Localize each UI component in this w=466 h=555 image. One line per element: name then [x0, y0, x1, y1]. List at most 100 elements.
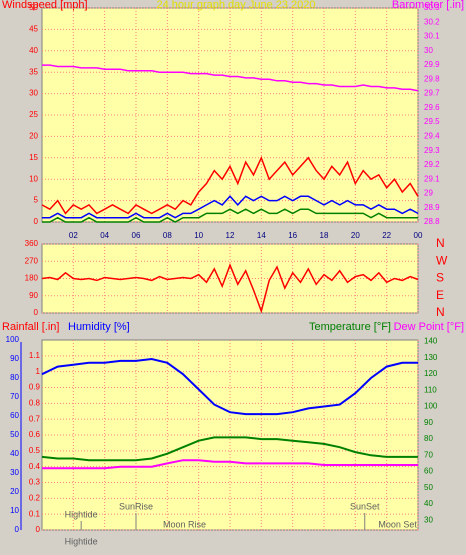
y3ticks-label: 0.4 [29, 462, 41, 471]
y2ticks-label: S [436, 271, 444, 285]
yticks-label: 10 [29, 174, 38, 183]
yticks-label: 90 [10, 354, 19, 363]
y2ticks-label: 130 [424, 353, 438, 362]
y2ticks-label: 80 [424, 434, 433, 443]
yticks-label: 45 [29, 25, 38, 34]
y2ticks-label: 29.3 [424, 146, 440, 155]
x-tick-label: 20 [351, 231, 360, 240]
series-line [42, 64, 419, 92]
y2ticks-label: W [436, 253, 448, 267]
yticks-label: 35 [29, 67, 38, 76]
yticks-label: 30 [29, 89, 38, 98]
rain-axis-label: Rainfall [.in] [2, 321, 59, 333]
yticks-label: 15 [29, 153, 38, 162]
y2ticks-label: 29.4 [424, 132, 440, 141]
chart-title: 24 hour graph day June 23 2020 [156, 0, 315, 11]
series-line [41, 263, 419, 314]
y2ticks-label: 29.5 [424, 117, 440, 126]
y2ticks-label: 28.9 [424, 203, 440, 212]
yticks-label: 10 [10, 506, 19, 515]
y2ticks-label: 29.7 [424, 89, 440, 98]
y2ticks-label: 28.8 [424, 217, 440, 226]
x-tick-label: 18 [320, 231, 329, 240]
y3ticks-label: 0.6 [29, 430, 41, 439]
yticks-label: 80 [10, 373, 19, 382]
y2ticks-label: 40 [424, 499, 433, 508]
series-line [41, 436, 418, 462]
yticks-label: 20 [10, 487, 19, 496]
barometer-axis-label: Barometer [.in] [392, 0, 464, 11]
y2ticks-label: 29.9 [424, 60, 440, 69]
y2ticks-label: 29.1 [424, 174, 440, 183]
y2ticks-label: 30 [424, 46, 433, 55]
event-label: Moon Rise [163, 519, 206, 529]
y2ticks-label: 29 [424, 189, 433, 198]
yticks-label: 40 [10, 449, 19, 458]
direction-panel [41, 243, 419, 314]
y2ticks-label: N [436, 236, 445, 250]
y2ticks-label: 30.3 [424, 3, 440, 12]
y2ticks-label: 110 [424, 385, 437, 394]
yticks-label: 50 [29, 3, 38, 12]
yticks-label: 60 [10, 411, 19, 420]
y3ticks-label: 0.2 [29, 493, 41, 502]
y2ticks-label: 140 [424, 337, 438, 346]
event-label: SunSet [350, 501, 380, 511]
y2ticks-label: 29.2 [424, 160, 440, 169]
y2ticks-label: N [436, 305, 445, 319]
x-tick-label: 22 [382, 231, 391, 240]
climate-panel [41, 339, 419, 531]
yticks-label: 360 [25, 239, 39, 248]
y2ticks-label: 30.1 [424, 32, 440, 41]
series-line [42, 195, 419, 219]
y2ticks-label: 50 [424, 483, 433, 492]
y3ticks-label: 0.3 [29, 478, 41, 487]
y2ticks-label: 29.6 [424, 103, 440, 112]
wind-axis-label: Windspeed [mph] [2, 0, 88, 11]
series-line [41, 155, 419, 215]
wind-panel [41, 7, 419, 223]
x-tick-label: 14 [257, 231, 266, 240]
y3ticks-label: 0.1 [29, 509, 41, 518]
y3ticks-label: 0.7 [29, 414, 41, 423]
y3ticks-label: 0 [36, 525, 41, 534]
y2ticks-label: 30.2 [424, 17, 440, 26]
yticks-label: 0 [34, 217, 39, 226]
event-label: Hightide [65, 509, 98, 519]
x-tick-label: 02 [69, 231, 78, 240]
y3ticks-label: 1 [36, 367, 41, 376]
series-line [42, 208, 418, 223]
y2ticks-label: 29.8 [424, 74, 440, 83]
y2ticks-label: 90 [424, 418, 433, 427]
y2ticks-label: 120 [424, 369, 438, 378]
yticks-label: 0 [15, 525, 20, 534]
x-tick-label: 00 [414, 231, 423, 240]
yticks-label: 90 [29, 291, 38, 300]
y3ticks-label: 1.1 [29, 351, 41, 360]
yticks-label: 25 [29, 110, 38, 119]
yticks-label: 270 [25, 256, 39, 265]
y2ticks-label: 30 [424, 515, 433, 524]
y2ticks-label: 60 [424, 467, 433, 476]
yticks-label: 50 [10, 430, 19, 439]
event-label: Moon Set [378, 519, 417, 529]
x-tick-label: 04 [100, 231, 109, 240]
x-tick-label: 12 [226, 231, 235, 240]
y3ticks-label: 0.8 [29, 398, 41, 407]
dewpoint-axis-label: Dew Point [°F] [394, 321, 464, 333]
y3ticks-label: 0.5 [29, 446, 41, 455]
yticks-label: 30 [10, 468, 19, 477]
event-label: Hightide [65, 536, 98, 546]
y2ticks-label: E [436, 288, 444, 302]
x-tick-label: 16 [288, 231, 297, 240]
series-line [41, 357, 418, 416]
x-tick-label: 06 [132, 231, 141, 240]
yticks-label: 40 [29, 46, 38, 55]
event-label: SunRise [119, 501, 153, 511]
y3ticks-label: 0.9 [29, 383, 41, 392]
y2ticks-label: 100 [424, 402, 438, 411]
yticks-label: 70 [10, 392, 19, 401]
humidity-axis-label: Humidity [%] [68, 321, 130, 333]
x-tick-label: 10 [194, 231, 203, 240]
